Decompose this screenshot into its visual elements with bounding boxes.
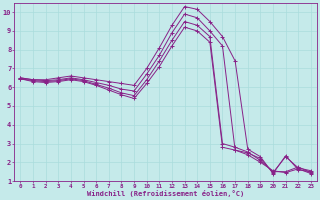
X-axis label: Windchill (Refroidissement éolien,°C): Windchill (Refroidissement éolien,°C) xyxy=(87,190,244,197)
